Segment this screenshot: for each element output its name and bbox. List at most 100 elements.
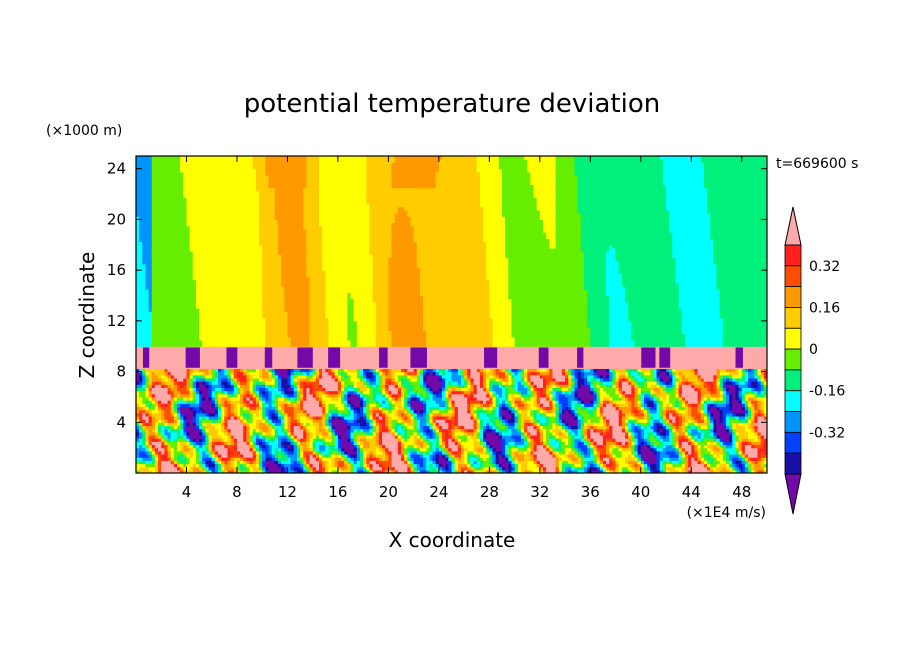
heatmap-cell [177,304,181,309]
heatmap-cell [170,409,175,414]
heatmap-cell [161,178,165,182]
heatmap-cell [180,349,184,354]
heatmap-cell [154,333,159,338]
heatmap-cell [136,393,140,398]
heatmap-cell [136,238,140,243]
heatmap-cell [183,393,188,398]
heatmap-cell [139,400,143,404]
heatmap-cell [139,358,143,363]
heatmap-cell [192,336,197,341]
heatmap-cell [186,298,191,303]
heatmap-cell [145,317,150,322]
heatmap-cell [158,466,162,471]
heatmap-cell [183,330,188,335]
heatmap-cell [164,222,169,227]
heatmap-cell [161,438,165,442]
heatmap-cell [139,349,143,354]
heatmap-cell [158,355,162,360]
heatmap-cell [151,289,156,293]
heatmap-cell [164,412,169,417]
heatmap-cell [151,194,156,198]
heatmap-cell [139,336,143,341]
heatmap-cell [183,396,188,401]
heatmap-cell [136,453,140,458]
heatmap-cell [158,184,162,189]
heatmap-cell [167,428,172,433]
heatmap-cell [167,206,172,211]
heatmap-cell [177,159,181,163]
heatmap-cell [186,336,191,341]
heatmap-cell [192,415,197,420]
heatmap-cell [183,469,188,473]
heatmap-cell [177,168,181,173]
heatmap-cell [167,469,172,473]
heatmap-cell [145,387,150,392]
heatmap-cell [158,374,162,379]
heatmap-cell [177,235,181,240]
heatmap-cell [183,434,188,439]
heatmap-cell [164,308,169,312]
heatmap-cell [183,301,188,306]
heatmap-cell [189,400,194,404]
heatmap-cell [189,273,194,278]
heatmap-cell [189,463,194,468]
heatmap-cell [167,165,172,170]
heatmap-cell [154,358,159,363]
heatmap-cell [189,339,194,344]
heatmap-cell [151,251,156,255]
heatmap-cell [183,460,188,465]
heatmap-cell [164,343,169,347]
heatmap-cell [148,343,153,347]
heatmap-cell [154,222,159,227]
heatmap-cell [173,457,178,461]
heatmap-cell [158,285,162,290]
heatmap-cell [177,415,181,420]
heatmap-cell [167,336,172,341]
heatmap-cell [145,419,150,423]
heatmap-cell [170,422,175,427]
heatmap-cell [189,377,194,382]
heatmap-cell [180,216,184,220]
heatmap-cell [167,187,172,192]
heatmap-cell [173,387,178,392]
heatmap-cell [189,298,194,303]
heatmap-cell [180,428,184,433]
heatmap-cell [139,431,143,436]
heatmap-cell [158,393,162,398]
heatmap-cell [158,254,162,259]
heatmap-cell [170,257,175,262]
heatmap-cell [177,162,181,167]
heatmap-cell [142,266,147,271]
heatmap-cell [158,270,162,274]
heatmap-cell [180,187,184,192]
heatmap-cell [170,285,175,290]
heatmap-cell [148,178,153,182]
heatmap-cell [158,282,162,287]
heatmap-cell [177,194,181,198]
heatmap-cell [173,330,178,335]
heatmap-cell [173,241,178,246]
heatmap-cell [151,438,156,442]
heatmap-cell [180,425,184,430]
heatmap-cell [177,434,181,439]
heatmap-cell [183,190,188,195]
heatmap-cell [145,330,150,335]
heatmap-cell [154,403,159,408]
heatmap-cell [167,244,172,249]
heatmap-cell [139,197,143,201]
heatmap-cell [136,257,140,262]
heatmap-cell [170,387,175,392]
heatmap-cell [136,266,140,271]
heatmap-cell [158,273,162,278]
heatmap-cell [189,311,194,316]
heatmap-cell [136,171,140,176]
heatmap-cell [136,241,140,246]
heatmap-cell [161,387,165,392]
heatmap-cell [142,197,147,201]
heatmap-cell [139,213,143,217]
heatmap-cell [189,441,194,446]
heatmap-cell [139,175,143,179]
heatmap-cell [136,419,140,423]
heatmap-cell [189,171,194,176]
heatmap-cell [145,184,150,189]
